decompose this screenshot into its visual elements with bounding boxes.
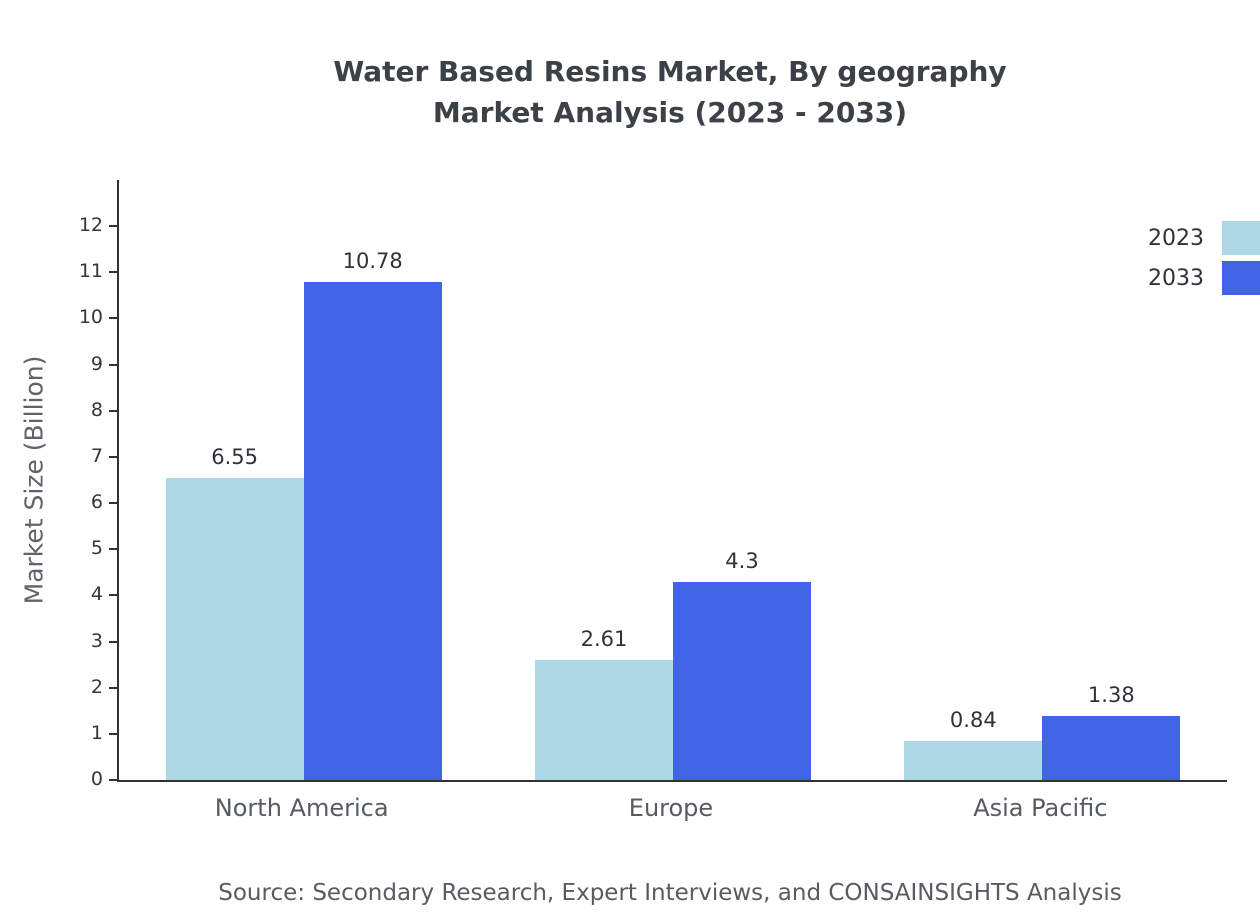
x-tick-label-north-america: North America bbox=[214, 794, 389, 822]
y-tick-label: 6 bbox=[90, 490, 103, 513]
y-tick-mark bbox=[109, 363, 117, 366]
y-tick-mark bbox=[109, 317, 117, 320]
y-tick-label: 12 bbox=[78, 214, 103, 237]
y-tick-mark bbox=[109, 271, 117, 274]
bar-2033-europe: 4.3 bbox=[672, 549, 811, 780]
legend-item-2023: 2023 bbox=[1148, 218, 1260, 258]
bar-group-north-america: 6.55 10.78 bbox=[119, 180, 488, 780]
bar-value-label: 0.84 bbox=[949, 708, 997, 733]
y-tick-label: 9 bbox=[90, 352, 103, 375]
chart-title-line2: Market Analysis (2023 - 2033) bbox=[432, 95, 908, 129]
y-tick-label: 1 bbox=[90, 721, 103, 744]
bar-groups: 6.55 10.78 2.61 4.3 0.84 1.38 bbox=[119, 180, 1227, 780]
bar-value-label: 4.3 bbox=[725, 548, 759, 573]
y-tick-mark bbox=[109, 502, 117, 505]
legend-item-2033: 2033 bbox=[1148, 258, 1260, 298]
bar-2023-europe: 2.61 bbox=[534, 627, 673, 780]
legend: 2023 2033 bbox=[1148, 218, 1260, 298]
y-tick-label: 8 bbox=[90, 398, 103, 421]
plot-area: 6.55 10.78 2.61 4.3 0.84 1.38 0 1 2 3 4 5 6 7 8 9 10 11 1… bbox=[79, 180, 1227, 790]
y-tick-label: 10 bbox=[78, 306, 103, 329]
y-tick-mark bbox=[109, 732, 117, 735]
y-tick-mark bbox=[109, 594, 117, 597]
source-note: Source: Secondary Research, Expert Inter… bbox=[218, 880, 1122, 906]
bar-value-label: 1.38 bbox=[1087, 683, 1135, 708]
bar-2033-north-america: 10.78 bbox=[303, 249, 442, 780]
bar-2023-north-america: 6.55 bbox=[165, 445, 304, 780]
y-tick-mark bbox=[109, 455, 117, 458]
bar-value-label: 10.78 bbox=[342, 249, 403, 274]
legend-label: 2023 bbox=[1148, 225, 1204, 251]
y-tick-mark bbox=[109, 686, 117, 689]
y-tick-label: 2 bbox=[90, 675, 103, 698]
y-axis-label: Market Size (Billion) bbox=[19, 355, 49, 605]
y-tick-label: 5 bbox=[90, 537, 103, 560]
y-tick-label: 11 bbox=[78, 260, 103, 283]
y-tick-mark bbox=[109, 640, 117, 643]
y-tick-mark bbox=[109, 548, 117, 551]
bar-group-asia-pacific: 0.84 1.38 bbox=[858, 180, 1227, 780]
y-tick-mark bbox=[109, 225, 117, 228]
bar-group-europe: 2.61 4.3 bbox=[488, 180, 857, 780]
bar-value-label: 2.61 bbox=[580, 626, 628, 651]
y-tick-label: 3 bbox=[90, 629, 103, 652]
chart-title-line1: Water Based Resins Market, By geography bbox=[333, 55, 1007, 88]
bar-value-label: 6.55 bbox=[211, 444, 259, 469]
y-tick-label: 0 bbox=[90, 767, 103, 790]
y-tick-mark bbox=[109, 409, 117, 412]
x-tick-label-asia-pacific: Asia Pacific bbox=[973, 794, 1108, 822]
x-axis-labels: North America Europe Asia Pacific bbox=[117, 794, 1225, 822]
bar-2023-asia-pacific: 0.84 bbox=[904, 708, 1043, 780]
y-tick-label: 4 bbox=[90, 583, 103, 606]
legend-swatch bbox=[1222, 261, 1260, 295]
chart-title: Water Based Resins Market, By geography … bbox=[80, 52, 1260, 133]
y-tick-label: 7 bbox=[90, 444, 103, 467]
x-tick-label-europe: Europe bbox=[628, 794, 714, 822]
y-tick-mark bbox=[109, 779, 117, 781]
bar-2033-asia-pacific: 1.38 bbox=[1042, 683, 1181, 780]
legend-swatch bbox=[1222, 221, 1260, 255]
legend-label: 2033 bbox=[1148, 265, 1204, 291]
